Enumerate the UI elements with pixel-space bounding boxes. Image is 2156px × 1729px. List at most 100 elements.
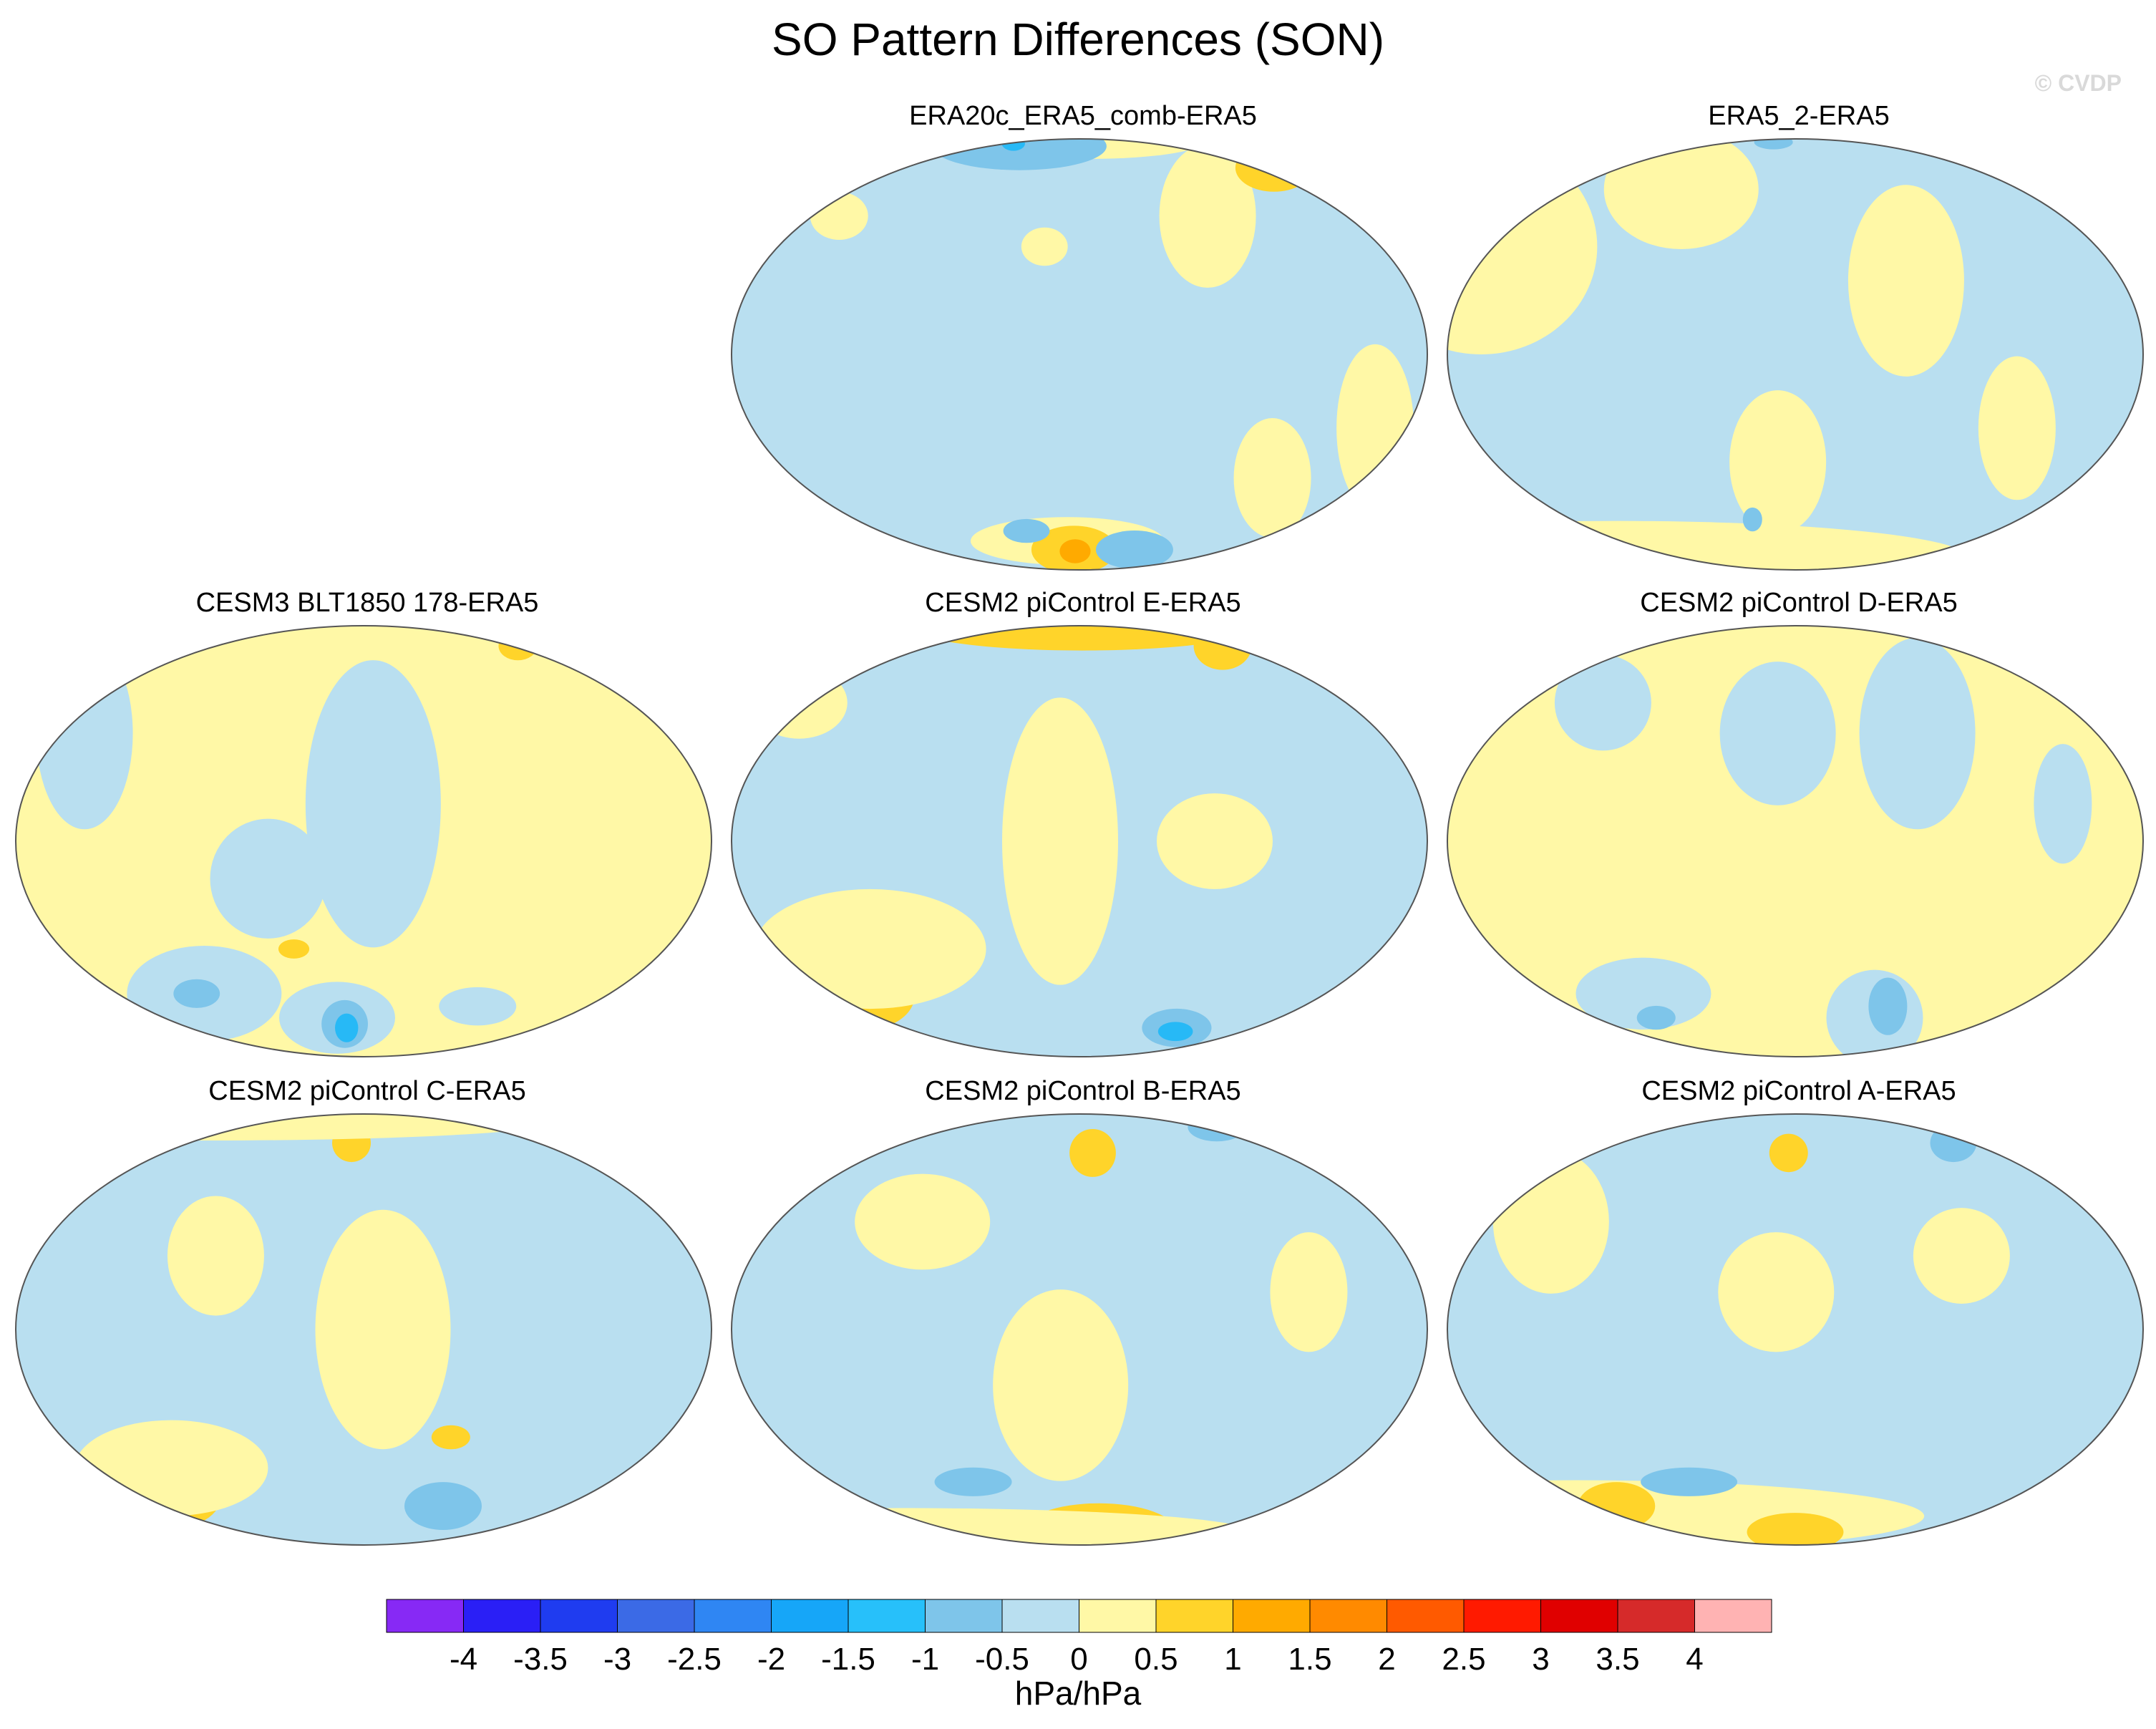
map-panel: ERA5_2-ERA5 (1444, 100, 2153, 573)
colorbar-swatch (1463, 1599, 1541, 1633)
anomaly-region (908, 626, 1257, 651)
colorbar-tick-label: -3 (603, 1642, 631, 1677)
colorbar-tick-label: 1.5 (1288, 1642, 1331, 1677)
anomaly-region (74, 1420, 268, 1516)
colorbar-swatch (1694, 1599, 1772, 1633)
colorbar-swatch (1309, 1599, 1387, 1633)
colorbar-swatch (1387, 1599, 1465, 1633)
anomaly-region (1059, 539, 1091, 563)
colorbar-swatch (694, 1599, 772, 1633)
anomaly-region (36, 637, 133, 830)
colorbar-swatch (617, 1599, 695, 1633)
map-svg (731, 1113, 1428, 1546)
colorbar-swatch (925, 1599, 1003, 1633)
map-outline (15, 1113, 712, 1546)
colorbar-tick-label: 2 (1378, 1642, 1395, 1677)
panel-title: CESM3 BLT1850 178-ERA5 (195, 588, 539, 618)
panel-title: ERA20c_ERA5_comb-ERA5 (909, 101, 1257, 131)
colorbar-units: hPa/hPa (1014, 1675, 1142, 1712)
anomaly-region (431, 1425, 470, 1450)
anomaly-region (2034, 744, 2092, 864)
anomaly-region (1021, 227, 1068, 266)
anomaly-region (1336, 344, 1414, 513)
anomaly-region (754, 888, 986, 1009)
anomaly-region (1157, 1022, 1193, 1042)
map-svg (1447, 1113, 2144, 1546)
anomaly-region (1069, 1128, 1116, 1177)
map-panel: CESM2 piControl B-ERA5 (729, 1075, 1437, 1548)
anomaly-region (1159, 144, 1256, 288)
colorbar-tick-label: -4 (450, 1642, 477, 1677)
panel-title: ERA5_2-ERA5 (1708, 101, 1890, 131)
colorbar-swatch (1617, 1599, 1695, 1633)
anomaly-region (1742, 507, 1762, 532)
colorbar-tick-label: -0.5 (975, 1642, 1029, 1677)
colorbar-tick-label: 0.5 (1134, 1642, 1177, 1677)
anomaly-region (1575, 957, 1711, 1030)
map-panel: CESM2 piControl C-ERA5 (13, 1075, 722, 1548)
colorbar-tick-label: 0 (1070, 1642, 1087, 1677)
colorbar-swatch (1155, 1599, 1233, 1633)
colorbar-swatch (1233, 1599, 1311, 1633)
colorbar: -4 -3.5 -3 -2.5 -2 -1.5 -1 -0.5 0 0.5 1 1.5 2 2.5 3 3.5… (386, 1599, 1772, 1677)
map-outline (1447, 1113, 2144, 1546)
map-panel: ERA20c_ERA5_comb-ERA5 (729, 100, 1437, 573)
panel-title: CESM2 piControl B-ERA5 (925, 1076, 1241, 1106)
colorbar-tick-label: 2.5 (1442, 1642, 1485, 1677)
anomaly-region (1157, 793, 1273, 889)
anomaly-region (210, 818, 326, 939)
colorbar-tick-label: -3.5 (513, 1642, 568, 1677)
colorbar-tick-label: -1.5 (821, 1642, 875, 1677)
colorbar-swatch (540, 1599, 618, 1633)
colorbar-swatch (1540, 1599, 1618, 1633)
panel-title: CESM2 piControl E-ERA5 (925, 588, 1241, 618)
map-outline (731, 1113, 1428, 1546)
anomaly-region (1868, 977, 1908, 1035)
panel-title: CESM2 piControl D-ERA5 (1640, 588, 1958, 618)
anomaly-region (750, 667, 848, 739)
anomaly-region (1233, 418, 1311, 538)
anomaly-region (278, 939, 310, 959)
anomaly-region (1193, 626, 1252, 670)
anomaly-region (934, 1467, 1012, 1496)
anomaly-region (1095, 531, 1173, 569)
anomaly-region (1754, 139, 1793, 150)
colorbar-tick-label: 4 (1686, 1642, 1703, 1677)
anomaly-region (1719, 662, 1836, 805)
colorbar-swatch (1079, 1599, 1157, 1633)
anomaly-region (315, 1209, 451, 1450)
anomaly-region (1718, 1232, 1835, 1352)
anomaly-region (1641, 1467, 1738, 1496)
map-outline (15, 625, 712, 1057)
anomaly-region (1002, 697, 1118, 985)
anomaly-region (498, 631, 538, 661)
colorbar-swatch (386, 1599, 464, 1633)
map-svg (1447, 138, 2144, 571)
colorbar-swatch (463, 1599, 541, 1633)
map-panel: CESM2 piControl A-ERA5 (1444, 1075, 2153, 1548)
map-outline (1447, 625, 2144, 1057)
anomaly-region (855, 1173, 991, 1270)
colorbar-tick-label: 3 (1532, 1642, 1549, 1677)
anomaly-region (1847, 185, 1964, 377)
map-outline (731, 625, 1428, 1057)
colorbar-tick-label: -2 (757, 1642, 785, 1677)
anomaly-region (1859, 637, 1976, 830)
anomaly-region (1913, 1208, 2010, 1304)
anomaly-region (439, 987, 517, 1026)
colorbar-swatch (771, 1599, 849, 1633)
colorbar-swatch (848, 1599, 926, 1633)
anomaly-region (1769, 1133, 1808, 1173)
watermark: © CVDP (2034, 70, 2122, 96)
map-outline (731, 138, 1428, 571)
anomaly-region (1492, 1150, 1609, 1294)
map-panel: CESM2 piControl E-ERA5 (729, 587, 1437, 1060)
colorbar-tick-label: 3.5 (1596, 1642, 1639, 1677)
map-outline (1447, 138, 2144, 571)
map-panel: CESM2 piControl D-ERA5 (1444, 587, 2153, 1060)
map-panel: CESM3 BLT1850 178-ERA5 (13, 587, 722, 1060)
anomaly-region (993, 1289, 1129, 1481)
anomaly-region (1270, 1232, 1348, 1352)
map-svg (1447, 625, 2144, 1057)
colorbar-tick-label: -2.5 (667, 1642, 722, 1677)
